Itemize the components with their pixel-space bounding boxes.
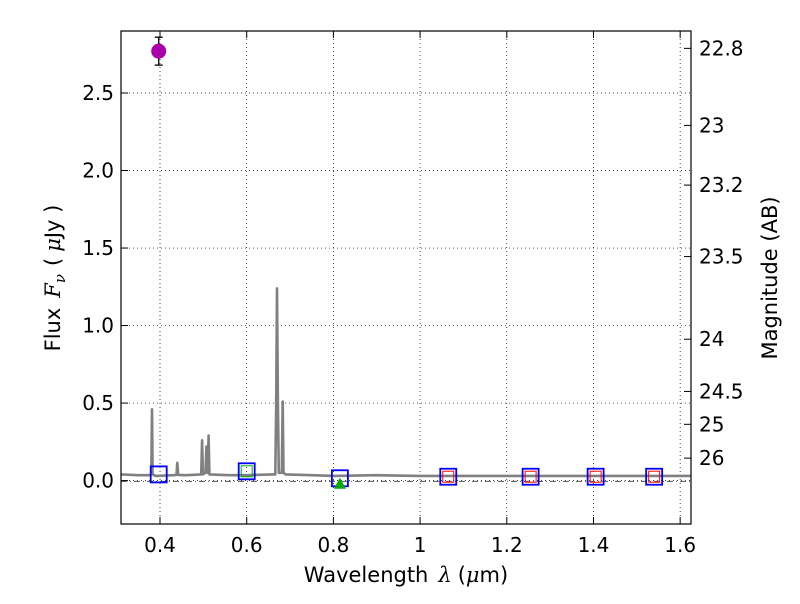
spectrum-line [121, 287, 691, 478]
x-tick-label: 1.2 [491, 533, 523, 557]
observed-photometry-point [524, 470, 537, 483]
observed-photometry-point [648, 470, 661, 483]
x-tick-label: 0.8 [317, 533, 349, 557]
magnitude-axis-title: Magnitude (AB) [758, 196, 782, 359]
model-photometry-point [149, 465, 168, 484]
model-photometry-point [521, 467, 540, 486]
magnitude-tick-label: 23.5 [699, 245, 744, 269]
y-tick-label: 2.0 [82, 159, 114, 183]
y-tick-label: 2.5 [82, 81, 114, 105]
grid [121, 31, 691, 524]
plot-frame [120, 30, 692, 525]
observed-photometry-point [442, 470, 455, 483]
model-photometry-point [645, 467, 664, 486]
magnitude-tick-label: 24 [699, 327, 724, 351]
plot-area [121, 36, 691, 489]
y-axis-title: FluxFν(μJy ) [41, 205, 69, 352]
x-axis: 0.4 0.6 0.8 1 1.2 1.4 1.6 [144, 31, 696, 557]
y-axis: 0.0 0.5 1.0 1.5 2.0 2.5 [82, 81, 128, 493]
magnitude-axis: 22.8 23 23.2 23.5 24 24.5 25 26 [684, 36, 744, 470]
x-tick-label: 0.4 [144, 533, 176, 557]
detection-point [151, 43, 167, 59]
observed-photometry-point [589, 470, 602, 483]
model-photometry-point [237, 462, 256, 481]
magnitude-tick-label: 26 [699, 446, 724, 470]
observed-photometry-point [240, 465, 253, 478]
model-photometry-point [439, 467, 458, 486]
magnitude-tick-label: 22.8 [699, 36, 744, 60]
x-tick-label: 1.6 [664, 533, 696, 557]
y-tick-label: 1.5 [82, 236, 114, 260]
x-tick-label: 1 [414, 533, 427, 557]
magnitude-tick-label: 23 [699, 113, 724, 137]
magnitude-tick-label: 24.5 [699, 379, 744, 403]
magnitude-tick-label: 25 [699, 412, 724, 436]
y-tick-label: 0.0 [82, 469, 114, 493]
model-photometry-point [586, 467, 605, 486]
x-tick-label: 1.4 [578, 533, 610, 557]
y-tick-label: 1.0 [82, 314, 114, 338]
x-axis-title: Wavelength λ (μm) [304, 563, 508, 587]
x-tick-label: 0.6 [231, 533, 263, 557]
upper-limit-marker [333, 477, 346, 489]
magnitude-tick-label: 23.2 [699, 173, 744, 197]
y-tick-label: 0.5 [82, 391, 114, 415]
